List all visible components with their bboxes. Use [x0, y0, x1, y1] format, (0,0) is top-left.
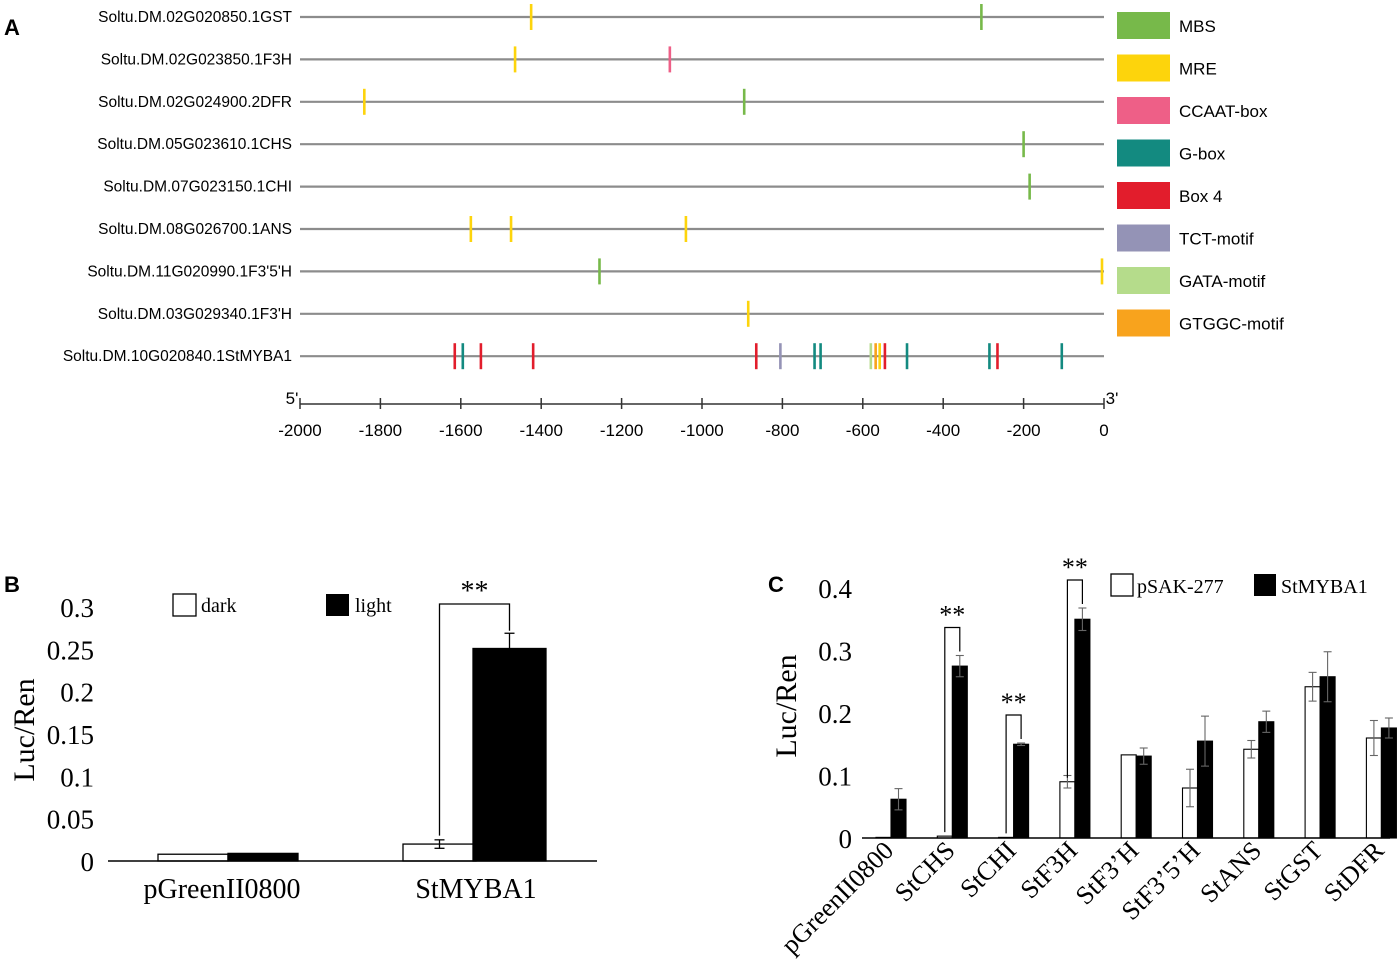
significance-bracket — [1005, 714, 1022, 834]
bar — [472, 647, 547, 862]
x-tick-label: -1800 — [359, 421, 402, 440]
legend-label: TCT-motif — [1179, 230, 1254, 249]
y-tick-label: 0.4 — [818, 574, 852, 604]
axis-start-label: 5' — [286, 389, 299, 408]
panel-label-a: A — [4, 15, 20, 40]
promoter-diagram: Soltu.DM.02G020850.1GST Soltu.DM.02G02385… — [63, 4, 1284, 440]
gene-name-label: Soltu.DM.03G029340.1F3'H — [98, 306, 292, 323]
panel-label-b: B — [4, 572, 20, 597]
x-tick-label: pGreenII0800 — [143, 874, 300, 905]
x-tick-label: -1600 — [439, 421, 482, 440]
y-axis-title: Luc/Ren — [8, 678, 41, 781]
significance-bracket — [944, 626, 961, 833]
legend-swatch — [326, 594, 349, 616]
legend-swatch — [172, 593, 197, 617]
legend-label: CCAAT-box — [1179, 102, 1268, 121]
significance-label: ** — [939, 601, 965, 630]
legend-swatch — [1117, 267, 1170, 294]
significance-label: ** — [461, 576, 489, 607]
legend-swatch — [1117, 309, 1170, 337]
legend-swatch — [1117, 182, 1170, 209]
bar — [951, 665, 968, 839]
x-tick-label: -800 — [765, 421, 799, 440]
x-tick-label: 0 — [1099, 421, 1108, 440]
gene-name-label: Soltu.DM.02G020850.1GST — [98, 9, 292, 26]
x-tick-label: -1000 — [680, 421, 723, 440]
gene-name-label: Soltu.DM.07G023150.1CHI — [103, 179, 292, 196]
bar-chart-light-dark: Luc/Ren 0 0.05 0.1 0.15 0.2 0.25 0.3 dark light pG… — [8, 576, 597, 905]
x-tick-label: -2000 — [278, 421, 321, 440]
y-tick-label: 0 — [839, 824, 853, 854]
legend-swatch — [1117, 224, 1170, 252]
significance-label: ** — [1062, 553, 1088, 582]
y-axis-title: Luc/Ren — [770, 654, 803, 757]
bar — [1304, 686, 1321, 839]
x-tick-label: StCHI — [954, 836, 1022, 904]
bar — [227, 852, 299, 862]
legend-label: MBS — [1179, 17, 1216, 36]
significance-label: ** — [1001, 688, 1027, 717]
legend-label: StMYBA1 — [1281, 576, 1368, 598]
legend-label: dark — [201, 595, 237, 617]
gene-name-label: Soltu.DM.08G026700.1ANS — [98, 221, 292, 238]
gene-name-label: Soltu.DM.02G023850.1F3H — [101, 51, 292, 68]
legend-swatch — [1254, 574, 1276, 596]
gene-name-label: Soltu.DM.05G023610.1CHS — [97, 136, 292, 153]
y-tick-label: 0.1 — [60, 762, 94, 792]
legend-swatch — [1117, 139, 1170, 167]
x-tick-label: -600 — [846, 421, 880, 440]
x-tick-label: -1200 — [600, 421, 643, 440]
legend-label: pSAK-277 — [1137, 576, 1224, 598]
y-tick-label: 0.2 — [60, 678, 94, 708]
gene-name-label: Soltu.DM.02G024900.2DFR — [98, 94, 292, 111]
x-tick-label: pGreenII0800 — [776, 836, 900, 960]
bar — [157, 853, 229, 862]
y-tick-label: 0 — [81, 847, 95, 877]
legend-swatch — [1117, 54, 1170, 82]
legend-label: Box 4 — [1179, 187, 1222, 206]
bar — [1258, 721, 1275, 839]
y-tick-label: 0.25 — [47, 635, 94, 665]
legend-label: light — [355, 595, 392, 617]
bar — [1059, 781, 1076, 839]
significance-bracket — [438, 603, 511, 836]
bar — [1243, 748, 1260, 839]
axis-end-label: 3' — [1106, 389, 1119, 408]
y-tick-label: 0.3 — [60, 593, 94, 623]
panel-label-c: C — [768, 572, 784, 597]
bar — [1380, 727, 1397, 839]
y-tick-label: 0.05 — [47, 805, 94, 835]
bar — [1013, 743, 1030, 839]
legend-label: MRE — [1179, 60, 1217, 79]
bar — [1135, 755, 1152, 839]
x-tick-label: StCHS — [889, 836, 961, 908]
legend-swatch — [1117, 12, 1170, 39]
legend-label: G-box — [1179, 145, 1226, 164]
legend-label: GTGGC-motif — [1179, 315, 1284, 334]
bar — [1120, 754, 1137, 839]
significance-bracket — [1066, 579, 1083, 778]
legend-swatch — [1117, 97, 1170, 124]
gene-name-label: Soltu.DM.10G020840.1StMYBA1 — [63, 348, 292, 365]
y-tick-label: 0.2 — [818, 699, 852, 729]
y-tick-label: 0.3 — [818, 637, 852, 667]
x-tick-label: -400 — [926, 421, 960, 440]
x-tick-label: -200 — [1007, 421, 1041, 440]
y-tick-label: 0.1 — [818, 762, 852, 792]
bar — [1074, 618, 1091, 839]
legend-label: GATA-motif — [1179, 272, 1266, 291]
x-tick-label: StMYBA1 — [415, 874, 536, 905]
legend-swatch — [1110, 573, 1134, 597]
bar-chart-transactivation: Luc/Ren 0 0.1 0.2 0.3 0.4 pSAK-277 StMYBA1 pGree… — [770, 553, 1397, 960]
x-tick-label: -1400 — [519, 421, 562, 440]
x-tick-label: StDFR — [1318, 835, 1390, 907]
x-tick-label: StGST — [1258, 836, 1329, 907]
gene-name-label: Soltu.DM.11G020990.1F3'5'H — [87, 263, 292, 280]
x-tick-label: StANS — [1194, 836, 1267, 909]
y-tick-label: 0.15 — [47, 720, 94, 750]
